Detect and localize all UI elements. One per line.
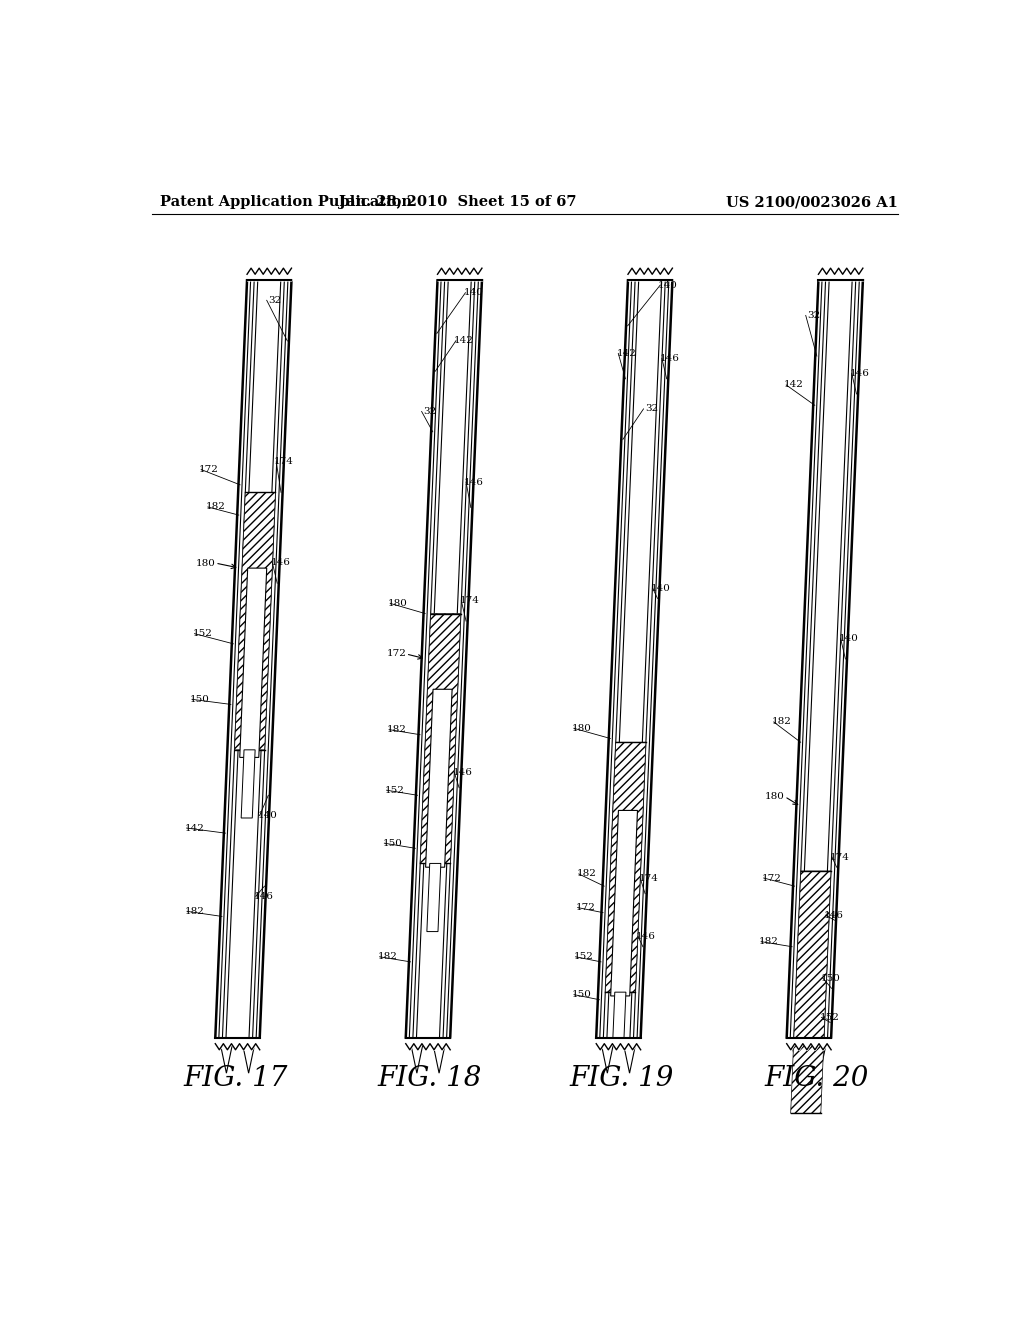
- Text: FIG. 18: FIG. 18: [378, 1065, 481, 1092]
- Polygon shape: [605, 742, 646, 993]
- Text: 172: 172: [386, 649, 407, 659]
- Text: 182: 182: [772, 718, 792, 726]
- Text: Patent Application Publication: Patent Application Publication: [160, 195, 412, 210]
- Text: 180: 180: [765, 792, 784, 801]
- Polygon shape: [426, 689, 453, 867]
- Polygon shape: [234, 492, 275, 750]
- Text: 152: 152: [819, 1012, 840, 1022]
- Text: 152: 152: [193, 630, 212, 638]
- Text: 140: 140: [839, 634, 858, 643]
- Text: 174: 174: [829, 853, 850, 862]
- Text: 174: 174: [638, 874, 658, 883]
- Text: 140: 140: [650, 583, 671, 593]
- Polygon shape: [242, 750, 255, 818]
- Text: 142: 142: [184, 824, 205, 833]
- Polygon shape: [240, 568, 266, 758]
- Text: 142: 142: [784, 380, 804, 389]
- Polygon shape: [814, 1043, 826, 1073]
- Text: 174: 174: [460, 597, 479, 606]
- Text: 182: 182: [759, 937, 779, 946]
- Text: 146: 146: [453, 768, 472, 777]
- Text: 180: 180: [388, 599, 409, 609]
- Text: 182: 182: [378, 952, 397, 961]
- Text: 150: 150: [382, 838, 402, 847]
- Text: 146: 146: [659, 354, 680, 363]
- Text: 32: 32: [807, 312, 820, 319]
- Text: 172: 172: [762, 874, 781, 883]
- Text: 146: 146: [823, 911, 844, 920]
- Polygon shape: [624, 1043, 636, 1073]
- Text: 174: 174: [274, 458, 294, 466]
- Text: 182: 182: [185, 907, 205, 916]
- Text: 146: 146: [270, 558, 291, 568]
- Text: 152: 152: [385, 785, 404, 795]
- Polygon shape: [792, 1043, 804, 1073]
- Text: 152: 152: [573, 952, 594, 961]
- Polygon shape: [243, 1043, 255, 1073]
- Text: 142: 142: [616, 348, 636, 358]
- Text: FIG. 19: FIG. 19: [569, 1065, 674, 1092]
- Polygon shape: [613, 993, 626, 1038]
- Text: 182: 182: [387, 725, 407, 734]
- Text: 146: 146: [850, 370, 869, 378]
- Text: FIG. 17: FIG. 17: [183, 1065, 288, 1092]
- Text: 32: 32: [268, 296, 282, 305]
- Text: 32: 32: [423, 407, 436, 416]
- Text: 150: 150: [821, 974, 841, 982]
- Polygon shape: [610, 810, 638, 995]
- Text: 146: 146: [254, 892, 273, 900]
- Polygon shape: [420, 614, 461, 863]
- Text: 172: 172: [575, 903, 596, 912]
- Text: 142: 142: [454, 337, 474, 346]
- Polygon shape: [427, 863, 441, 932]
- Text: 182: 182: [206, 503, 225, 511]
- Text: 146: 146: [636, 932, 656, 941]
- Text: 180: 180: [196, 558, 215, 568]
- Text: 32: 32: [645, 404, 658, 413]
- Text: 146: 146: [464, 478, 484, 487]
- Text: 180: 180: [571, 723, 592, 733]
- Text: 140: 140: [258, 810, 278, 820]
- Polygon shape: [791, 871, 830, 1113]
- Polygon shape: [411, 1043, 423, 1073]
- Text: FIG. 20: FIG. 20: [765, 1065, 869, 1092]
- Text: 172: 172: [200, 465, 219, 474]
- Text: 140: 140: [658, 281, 678, 289]
- Text: US 2100/0023026 A1: US 2100/0023026 A1: [726, 195, 898, 210]
- Polygon shape: [601, 1043, 613, 1073]
- Polygon shape: [433, 1043, 445, 1073]
- Text: 150: 150: [572, 990, 592, 999]
- Text: 140: 140: [464, 288, 483, 297]
- Text: Jan. 28, 2010  Sheet 15 of 67: Jan. 28, 2010 Sheet 15 of 67: [339, 195, 577, 210]
- Text: 150: 150: [190, 694, 210, 704]
- Polygon shape: [220, 1043, 232, 1073]
- Text: 182: 182: [577, 870, 597, 878]
